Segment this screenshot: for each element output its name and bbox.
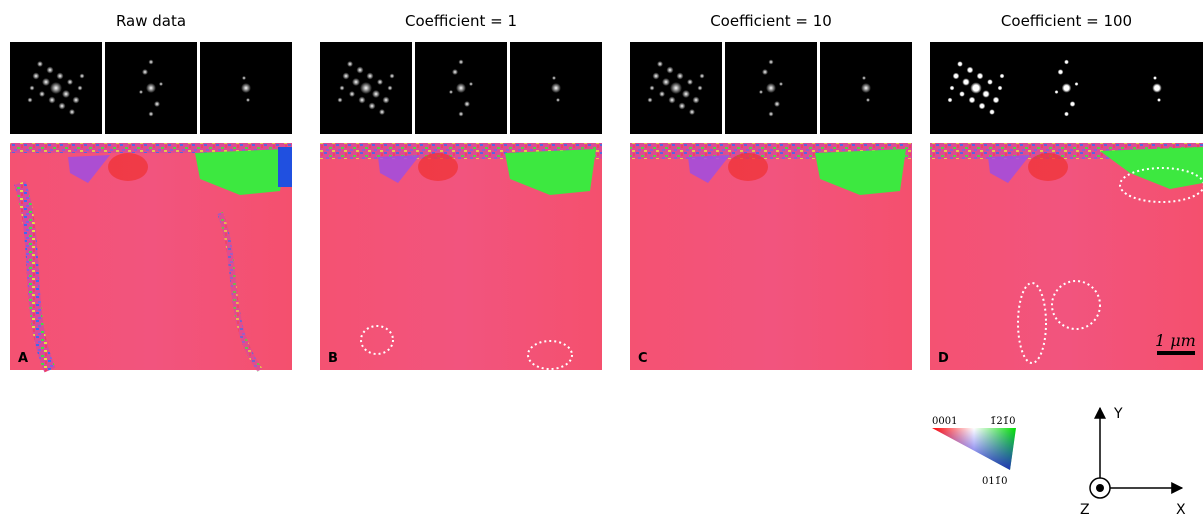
ipf-label: 0001	[932, 416, 957, 427]
diffraction-pattern	[200, 42, 292, 134]
panel-title: Coefficient = 100	[1001, 12, 1132, 30]
diffraction-pattern	[725, 42, 817, 134]
red-grain	[108, 153, 148, 181]
diffraction-pattern	[630, 42, 722, 134]
figure: Raw dataACoefficient = 1BCoefficient = 1…	[0, 0, 1203, 518]
diffraction-pattern	[1111, 42, 1203, 134]
diffraction-pattern	[415, 42, 507, 134]
diffraction-pattern	[10, 42, 102, 134]
panel-title: Coefficient = 10	[710, 12, 832, 30]
ipf-label: 011̄0	[982, 476, 1007, 487]
panel: Coefficient = 10 C	[630, 12, 912, 370]
panel-label: B	[328, 351, 338, 366]
z-dot	[1096, 484, 1104, 492]
diffraction-pattern	[105, 42, 197, 134]
axis-label: Y	[1113, 406, 1123, 422]
ipf-label: 1̄21̄0	[990, 416, 1015, 427]
panel: Coefficient = 1 B	[320, 12, 602, 370]
diffraction-pattern	[1021, 42, 1113, 134]
panel: Coefficient = 100 D 1 μm	[930, 12, 1203, 370]
panel-label: C	[638, 351, 648, 366]
panel-title: Raw data	[116, 12, 186, 30]
blue-grain	[278, 147, 292, 187]
diffraction-pattern	[820, 42, 912, 134]
ipf-key: 0001 1̄21̄0 011̄0	[932, 416, 1016, 487]
red-grain	[1028, 153, 1068, 181]
axis-label: Z	[1080, 502, 1090, 518]
ipf-triangle-shade	[932, 428, 1016, 470]
panel-label: A	[18, 351, 28, 366]
axes-triad: Y Z X	[1080, 406, 1186, 518]
scale-bar	[1157, 351, 1195, 355]
red-grain	[418, 153, 458, 181]
red-grain	[728, 153, 768, 181]
panel-title: Coefficient = 1	[405, 12, 517, 30]
scale-bar-label: 1 μm	[1155, 331, 1196, 350]
panel: Raw data A	[10, 12, 292, 370]
diffraction-pattern	[510, 42, 602, 134]
diffraction-pattern	[320, 42, 412, 134]
diffraction-pattern	[930, 42, 1022, 134]
axis-label: X	[1176, 502, 1186, 518]
panel-label: D	[938, 351, 949, 366]
